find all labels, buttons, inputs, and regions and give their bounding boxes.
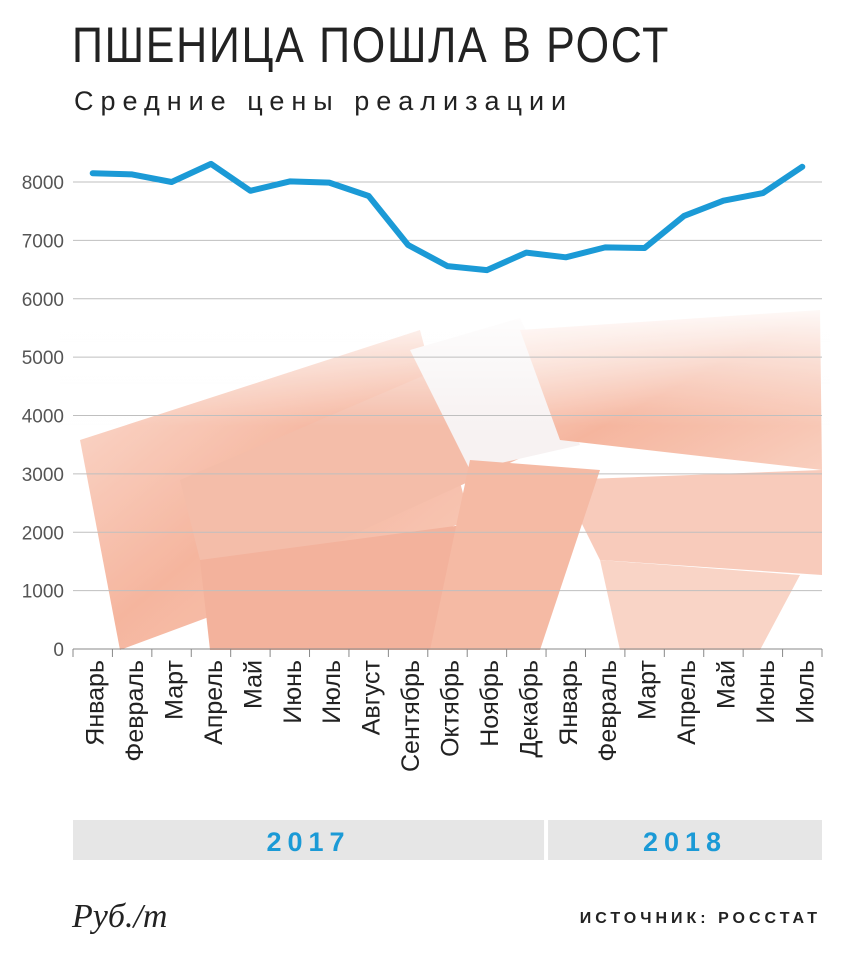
x-tick-label: Июль — [318, 660, 346, 724]
y-tick-label: 4000 — [22, 407, 64, 428]
chart-subtitle: Средние цены реализации — [74, 86, 574, 116]
year-band — [73, 820, 545, 860]
x-tick-label: Январь — [82, 660, 110, 746]
data-point — [642, 245, 648, 251]
x-tick-label: Март — [161, 659, 189, 719]
x-tick-label: Март — [634, 659, 662, 719]
x-tick-label: Февраль — [121, 660, 149, 762]
x-tick-label: Июль — [791, 660, 819, 724]
price-line — [89, 160, 806, 274]
x-tick-label: Февраль — [594, 660, 622, 762]
x-tick-label: Май — [239, 660, 267, 709]
y-tick-label: 8000 — [22, 173, 64, 194]
year-band — [548, 820, 822, 860]
chart-title: ПШЕНИЦА ПОШЛА В РОСТ — [72, 17, 671, 73]
year-bands: 2017 2018 — [73, 820, 822, 860]
y-tick-label: 1000 — [22, 582, 64, 603]
x-tick-label: Июнь — [279, 660, 307, 724]
data-point — [602, 244, 608, 250]
x-tick-label: Июнь — [752, 660, 780, 724]
data-point — [326, 180, 332, 186]
data-point — [90, 170, 96, 176]
data-point — [287, 178, 293, 184]
data-point — [208, 161, 214, 167]
y-tick-label: 7000 — [22, 231, 64, 252]
data-point — [484, 267, 490, 273]
x-tick-label: Декабрь — [515, 660, 543, 757]
x-tick-label: Сентябрь — [397, 660, 425, 772]
x-tick-label: Май — [712, 660, 740, 709]
x-tick-label: Апрель — [673, 660, 701, 745]
data-point — [445, 263, 450, 269]
source-label: ИСТОЧНИК: РОССТАТ — [579, 910, 821, 927]
y-tick-label: 0 — [53, 640, 64, 661]
data-point — [405, 242, 411, 248]
data-point — [523, 250, 529, 256]
y-tick-label: 5000 — [22, 348, 64, 369]
y-tick-label: 2000 — [22, 523, 64, 544]
data-point — [366, 193, 372, 199]
y-tick-label: 6000 — [22, 290, 64, 311]
data-point — [681, 213, 687, 219]
x-tick-label: Январь — [555, 660, 583, 746]
year-label: 2018 — [643, 827, 727, 857]
x-tick-label: Ноябрь — [476, 660, 504, 747]
data-point — [720, 198, 726, 204]
data-point — [799, 164, 805, 170]
banknotes-illustration — [60, 300, 830, 660]
series-group — [89, 160, 806, 274]
data-point — [129, 171, 135, 177]
x-axis: Январь Февраль Март Апрель Май Июнь Июль Август… — [72, 648, 823, 772]
data-point — [760, 190, 766, 196]
x-tick-label: Апрель — [200, 660, 228, 745]
price-line-chart: 0 1000 2000 3000 4000 5000 6000 7000 8000 Январь… — [22, 160, 830, 860]
x-tick-label: Октябрь — [437, 660, 465, 757]
y-axis: 0 1000 2000 3000 4000 5000 6000 7000 8000 — [22, 173, 64, 661]
unit-label: Руб./т — [72, 898, 168, 935]
data-point — [247, 188, 253, 194]
year-label: 2017 — [266, 827, 350, 857]
data-point — [169, 179, 175, 185]
x-tick-label: Август — [358, 659, 386, 735]
data-point — [563, 254, 569, 260]
y-tick-label: 3000 — [22, 465, 64, 486]
